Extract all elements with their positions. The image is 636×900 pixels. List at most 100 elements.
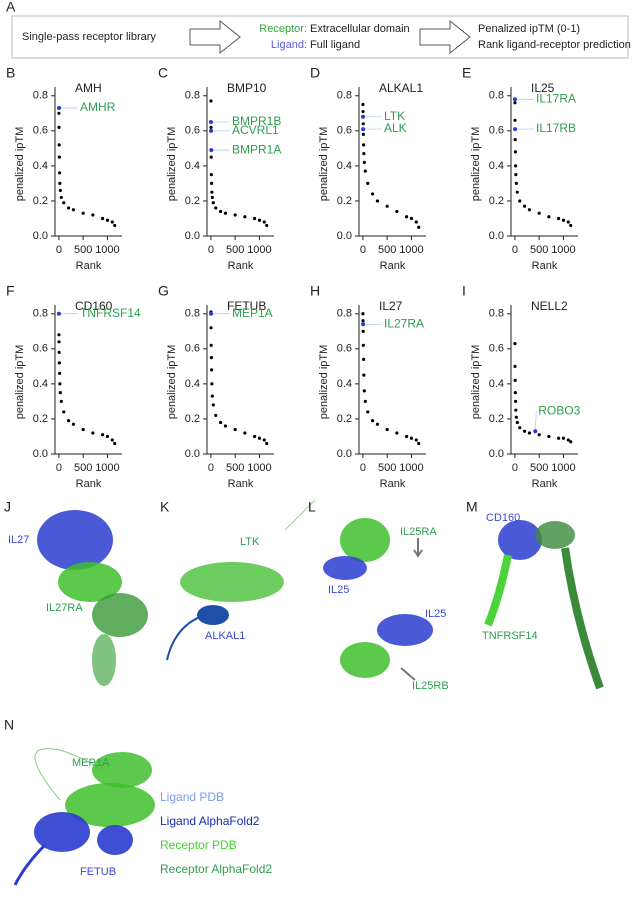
point [513, 341, 517, 346]
y-tick-label: 0.0 [185, 448, 200, 460]
point [522, 204, 527, 208]
highlight-point [513, 127, 518, 132]
panel-label: D [310, 65, 320, 81]
highlight-label: ROBO3 [538, 403, 580, 417]
panel-label: M [466, 499, 478, 515]
highlight-point [361, 114, 366, 119]
point [110, 438, 114, 442]
workflow-key: Ligand: [271, 39, 307, 51]
x-tick-label: 0 [208, 462, 214, 474]
y-tick-label: 0.2 [33, 413, 48, 425]
y-tick-label: 0.8 [185, 308, 200, 320]
point [57, 361, 61, 365]
point [209, 343, 213, 347]
point [218, 420, 223, 425]
point [211, 403, 215, 407]
arrow [189, 19, 241, 55]
y-tick-label: 0.4 [33, 378, 48, 390]
y-tick-label: 0.0 [337, 230, 352, 242]
point [100, 216, 105, 221]
highlight-point [208, 120, 213, 125]
point [537, 433, 541, 437]
legend-entry: Receptor PDB [160, 838, 237, 852]
point [58, 181, 62, 186]
panel-label: I [462, 283, 466, 299]
x-tick-label: 1000 [551, 244, 575, 256]
x-tick-label: 1000 [551, 462, 575, 474]
chart-title: IL25 [531, 81, 555, 95]
point [210, 394, 214, 398]
y-tick-label: 0.4 [185, 378, 200, 390]
point [361, 102, 365, 107]
point [370, 419, 375, 423]
y-tick-label: 0.4 [489, 378, 504, 390]
point [513, 378, 517, 382]
point [209, 99, 213, 103]
point [58, 391, 62, 395]
receptor-label: LTK [240, 536, 260, 548]
point [210, 190, 214, 194]
point [414, 438, 418, 442]
workflow-key: Receptor: [259, 23, 307, 35]
point [566, 438, 570, 442]
point [57, 111, 61, 115]
point [105, 218, 110, 222]
y-tick-label: 0.6 [185, 343, 200, 355]
point [59, 399, 63, 404]
highlight-label: IL17RB [536, 121, 576, 135]
workflow-step: Rank ligand-receptor prediction [478, 39, 631, 51]
x-tick-label: 500 [74, 244, 92, 256]
point [209, 155, 213, 159]
point [252, 216, 257, 221]
highlight-label: ALK [384, 121, 407, 135]
x-tick-label: 0 [208, 244, 214, 256]
ligand-label: IL27 [8, 534, 29, 546]
x-tick-label: 1000 [247, 462, 271, 474]
x-tick-label: 1000 [95, 462, 119, 474]
y-tick-label: 0.4 [185, 160, 200, 172]
x-axis-label: Rank [532, 260, 558, 272]
y-tick-label: 0.8 [337, 308, 352, 320]
y-tick-label: 0.6 [33, 343, 48, 355]
point [417, 441, 421, 446]
legend-entry: Ligand PDB [160, 790, 224, 804]
point [556, 216, 561, 221]
ligand-label: ALKAL1 [205, 630, 245, 642]
highlight-label: IL27RA [384, 316, 424, 330]
point [513, 101, 517, 105]
point [81, 427, 85, 432]
point [547, 215, 551, 219]
point [265, 441, 269, 446]
point [362, 160, 366, 164]
point [362, 373, 366, 377]
point [362, 143, 366, 147]
y-tick-label: 0.0 [489, 448, 504, 460]
point [62, 201, 66, 205]
point [361, 343, 365, 347]
point [233, 427, 237, 432]
point [223, 424, 228, 428]
y-axis-label: penalized ipTM [166, 127, 178, 202]
x-tick-label: 1000 [95, 244, 119, 256]
point [243, 215, 247, 219]
point [105, 434, 110, 439]
panel-label: K [160, 499, 170, 515]
point [404, 434, 409, 439]
arrow [419, 19, 471, 55]
highlight-point [57, 106, 62, 111]
point [375, 422, 380, 426]
y-tick-label: 0.8 [489, 90, 504, 102]
highlight-label: BMPR1B [232, 114, 281, 128]
point [513, 150, 517, 154]
y-tick-label: 0.4 [489, 160, 504, 172]
point [91, 431, 95, 435]
point [210, 195, 214, 200]
y-tick-label: 0.2 [489, 413, 504, 425]
x-tick-label: 500 [226, 462, 244, 474]
x-tick-label: 0 [56, 244, 62, 256]
y-tick-label: 0.8 [185, 90, 200, 102]
ligand-label: CD160 [486, 512, 520, 524]
point [361, 312, 365, 316]
